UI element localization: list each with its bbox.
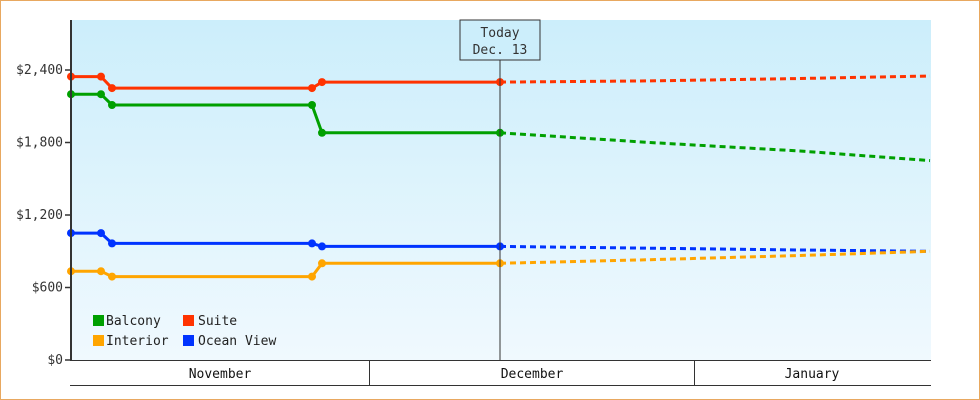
legend-swatch-suite <box>183 315 194 326</box>
y-tick-label: $1,200 <box>16 208 63 223</box>
svg-text:Balcony: Balcony <box>106 314 161 329</box>
y-tick-label: $600 <box>32 281 63 296</box>
series-suite-actual <box>71 75 500 90</box>
series-suite-forecast <box>499 74 931 84</box>
svg-text:Interior: Interior <box>106 334 169 349</box>
data-point[interactable] <box>108 101 116 109</box>
series-balcony-actual <box>71 92 500 135</box>
legend: Balcony Suite Interior Ocean View <box>93 314 276 349</box>
data-point[interactable] <box>318 128 326 137</box>
data-point[interactable] <box>97 72 105 81</box>
y-tick-label: $1,800 <box>16 136 63 151</box>
series-balcony-forecast <box>499 131 931 163</box>
svg-text:Suite: Suite <box>198 314 237 329</box>
data-point[interactable] <box>97 229 105 238</box>
data-point[interactable] <box>318 242 326 251</box>
series-interior-forecast <box>499 249 931 265</box>
x-axis-months: November December January <box>70 360 931 386</box>
y-tick-label: $0 <box>47 353 63 368</box>
data-point[interactable] <box>97 90 105 99</box>
y-axis: $0 $600 $1,200 $1,800 $2,400 <box>16 63 71 368</box>
legend-swatch-interior <box>93 335 104 346</box>
data-point[interactable] <box>318 259 326 268</box>
y-tick-label: $2,400 <box>16 63 63 78</box>
legend-swatch-ocean-view <box>183 335 194 346</box>
month-december: December <box>501 367 564 382</box>
series-interior-actual <box>71 261 500 279</box>
data-point[interactable] <box>308 272 316 281</box>
series-lines <box>67 72 931 281</box>
legend-swatch-balcony <box>93 315 104 326</box>
svg-text:Dec. 13: Dec. 13 <box>473 43 528 58</box>
today-marker: Today Dec. 13 <box>459 19 541 61</box>
series-ocean-view-forecast <box>499 244 931 253</box>
data-point[interactable] <box>318 78 326 87</box>
data-point[interactable] <box>108 84 116 93</box>
month-january: January <box>785 367 840 382</box>
plot-area <box>71 20 931 360</box>
data-point[interactable] <box>97 267 105 276</box>
data-point[interactable] <box>308 101 316 109</box>
data-point[interactable] <box>308 84 316 93</box>
series-ocean-view-actual <box>71 231 500 248</box>
data-point[interactable] <box>308 239 316 248</box>
svg-text:Today: Today <box>480 26 519 41</box>
data-point[interactable] <box>108 272 116 281</box>
svg-text:Ocean View: Ocean View <box>198 334 276 349</box>
data-point[interactable] <box>108 239 116 248</box>
month-november: November <box>189 367 252 382</box>
